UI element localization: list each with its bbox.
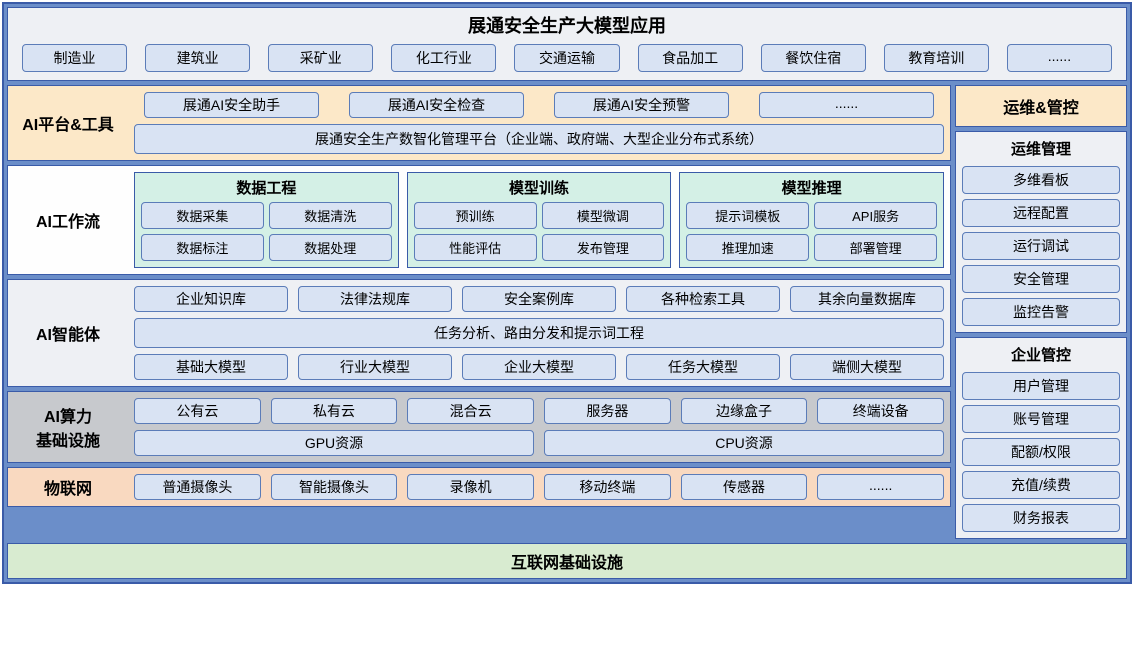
ops-item: 运行调试 — [962, 232, 1120, 260]
compute-item: 公有云 — [134, 398, 261, 424]
platform-label: AI平台&工具 — [8, 86, 128, 160]
iot-item: 传感器 — [681, 474, 808, 500]
industry-item: ...... — [1007, 44, 1112, 72]
workflow-card-infer: 模型推理 提示词模板 API服务 推理加速 部署管理 — [679, 172, 944, 268]
workflow-item: 数据处理 — [269, 234, 392, 261]
enterprise-item: 用户管理 — [962, 372, 1120, 400]
industry-item: 餐饮住宿 — [761, 44, 866, 72]
agent-model: 行业大模型 — [298, 354, 452, 380]
platform-tool: 展通AI安全检查 — [349, 92, 524, 118]
agent-knowledge: 各种检索工具 — [626, 286, 780, 312]
industry-item: 食品加工 — [638, 44, 743, 72]
main-columns: AI平台&工具 展通AI安全助手 展通AI安全检查 展通AI安全预警 .....… — [7, 85, 1127, 539]
iot-item: 录像机 — [407, 474, 534, 500]
compute-item: 服务器 — [544, 398, 671, 424]
workflow-item: 预训练 — [414, 202, 537, 229]
agent-model: 基础大模型 — [134, 354, 288, 380]
iot-item: 智能摄像头 — [271, 474, 398, 500]
enterprise-control-card: 企业管控 用户管理 账号管理 配额/权限 充值/续费 财务报表 — [955, 337, 1127, 539]
workflow-item: 数据清洗 — [269, 202, 392, 229]
platform-layer: AI平台&工具 展通AI安全助手 展通AI安全检查 展通AI安全预警 .....… — [7, 85, 951, 161]
agent-knowledge: 法律法规库 — [298, 286, 452, 312]
workflow-item: 数据采集 — [141, 202, 264, 229]
enterprise-item: 账号管理 — [962, 405, 1120, 433]
industry-item: 制造业 — [22, 44, 127, 72]
workflow-item: 发布管理 — [542, 234, 665, 261]
ops-item: 远程配置 — [962, 199, 1120, 227]
right-column: 运维&管控 运维管理 多维看板 远程配置 运行调试 安全管理 监控告警 企业管控… — [955, 85, 1127, 539]
agent-layer: AI智能体 企业知识库 法律法规库 安全案例库 各种检索工具 其余向量数据库 任… — [7, 279, 951, 387]
workflow-label: AI工作流 — [8, 166, 128, 274]
iot-layer: 物联网 普通摄像头 智能摄像头 录像机 移动终端 传感器 ...... — [7, 467, 951, 507]
agent-knowledge: 其余向量数据库 — [790, 286, 944, 312]
agent-label: AI智能体 — [8, 280, 128, 386]
ops-card-title: 运维管理 — [962, 138, 1120, 159]
compute-item: 私有云 — [271, 398, 398, 424]
workflow-item: 提示词模板 — [686, 202, 809, 229]
platform-tool: ...... — [759, 92, 934, 118]
enterprise-item: 配额/权限 — [962, 438, 1120, 466]
ops-header: 运维&管控 — [955, 85, 1127, 127]
industry-row: 制造业 建筑业 采矿业 化工行业 交通运输 食品加工 餐饮住宿 教育培训 ...… — [16, 44, 1118, 72]
industry-item: 采矿业 — [268, 44, 373, 72]
workflow-card-data: 数据工程 数据采集 数据清洗 数据标注 数据处理 — [134, 172, 399, 268]
iot-item: 移动终端 — [544, 474, 671, 500]
compute-item: 终端设备 — [817, 398, 944, 424]
ops-management-card: 运维管理 多维看板 远程配置 运行调试 安全管理 监控告警 — [955, 131, 1127, 333]
workflow-item: 性能评估 — [414, 234, 537, 261]
ops-item: 监控告警 — [962, 298, 1120, 326]
agent-knowledge: 安全案例库 — [462, 286, 616, 312]
enterprise-item: 充值/续费 — [962, 471, 1120, 499]
workflow-item: 模型微调 — [542, 202, 665, 229]
compute-layer: AI算力 基础设施 公有云 私有云 混合云 服务器 边缘盒子 终端设备 GPU资… — [7, 391, 951, 463]
workflow-layer: AI工作流 数据工程 数据采集 数据清洗 数据标注 数据处理 — [7, 165, 951, 275]
industry-item: 化工行业 — [391, 44, 496, 72]
workflow-card-title: 数据工程 — [141, 177, 392, 198]
compute-item: 边缘盒子 — [681, 398, 808, 424]
enterprise-item: 财务报表 — [962, 504, 1120, 532]
agent-model: 端侧大模型 — [790, 354, 944, 380]
agent-model: 任务大模型 — [626, 354, 780, 380]
compute-resource: CPU资源 — [544, 430, 944, 456]
application-title: 展通安全生产大模型应用 — [16, 12, 1118, 38]
architecture-diagram: 展通安全生产大模型应用 制造业 建筑业 采矿业 化工行业 交通运输 食品加工 餐… — [2, 2, 1132, 584]
application-layer: 展通安全生产大模型应用 制造业 建筑业 采矿业 化工行业 交通运输 食品加工 餐… — [7, 7, 1127, 81]
platform-management: 展通安全生产数智化管理平台（企业端、政府端、大型企业分布式系统） — [134, 124, 944, 154]
platform-tool: 展通AI安全助手 — [144, 92, 319, 118]
workflow-item: 推理加速 — [686, 234, 809, 261]
platform-tool: 展通AI安全预警 — [554, 92, 729, 118]
workflow-item: API服务 — [814, 202, 937, 229]
industry-item: 教育培训 — [884, 44, 989, 72]
compute-resource: GPU资源 — [134, 430, 534, 456]
workflow-item: 部署管理 — [814, 234, 937, 261]
iot-item: ...... — [817, 474, 944, 500]
iot-label: 物联网 — [8, 468, 128, 506]
agent-task-routing: 任务分析、路由分发和提示词工程 — [134, 318, 944, 348]
enterprise-card-title: 企业管控 — [962, 344, 1120, 365]
agent-model: 企业大模型 — [462, 354, 616, 380]
ops-item: 安全管理 — [962, 265, 1120, 293]
industry-item: 交通运输 — [514, 44, 619, 72]
industry-item: 建筑业 — [145, 44, 250, 72]
agent-knowledge: 企业知识库 — [134, 286, 288, 312]
compute-item: 混合云 — [407, 398, 534, 424]
internet-infra-footer: 互联网基础设施 — [7, 543, 1127, 579]
workflow-card-title: 模型推理 — [686, 177, 937, 198]
left-column: AI平台&工具 展通AI安全助手 展通AI安全检查 展通AI安全预警 .....… — [7, 85, 951, 539]
ops-item: 多维看板 — [962, 166, 1120, 194]
workflow-card-train: 模型训练 预训练 模型微调 性能评估 发布管理 — [407, 172, 672, 268]
compute-label: AI算力 基础设施 — [8, 392, 128, 462]
workflow-card-title: 模型训练 — [414, 177, 665, 198]
workflow-item: 数据标注 — [141, 234, 264, 261]
iot-item: 普通摄像头 — [134, 474, 261, 500]
